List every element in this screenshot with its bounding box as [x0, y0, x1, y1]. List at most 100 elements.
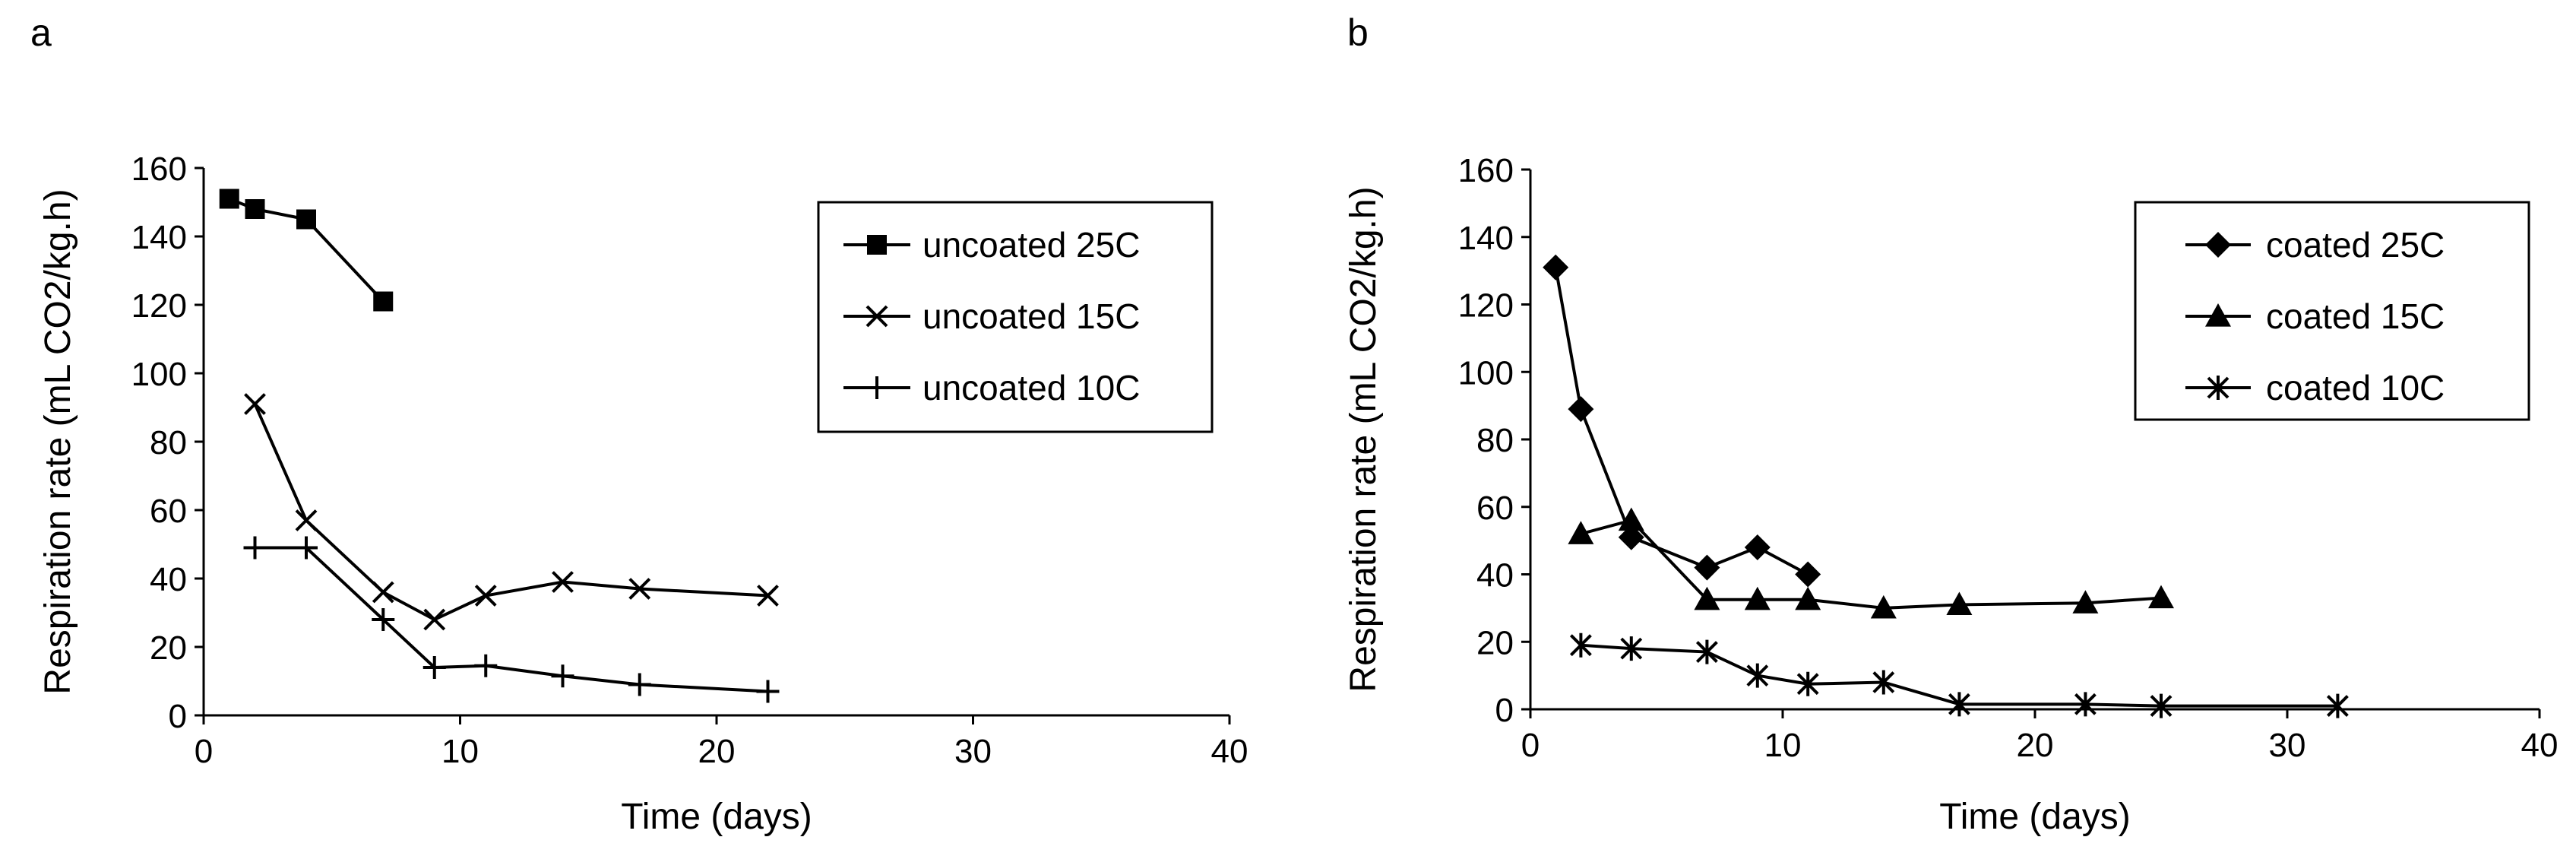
data-point: [2072, 590, 2099, 613]
legend-marker: [2207, 376, 2229, 400]
y-tick-label: 60: [150, 493, 187, 530]
y-tick-label: 20: [150, 629, 187, 667]
y-axis-title: Respiration rate (mL CO2/kg.h): [1343, 186, 1384, 692]
data-point: [219, 189, 239, 209]
legend-box: [2134, 201, 2530, 421]
data-point: [2150, 693, 2173, 718]
x-tick-label: 20: [2017, 727, 2054, 764]
legend-label: uncoated 25C: [922, 225, 1140, 265]
data-point: [1746, 663, 1769, 688]
legend-item: coated 15C: [2185, 296, 2445, 336]
data-point: [552, 571, 574, 593]
x-tick-label: 10: [1764, 727, 1802, 764]
y-tick-label: 80: [1476, 422, 1514, 459]
data-point: [1569, 632, 1592, 658]
data-point: [1744, 586, 1771, 610]
y-tick-label: 140: [1458, 220, 1514, 257]
series-line: [255, 546, 768, 693]
data-point: [551, 664, 574, 688]
legend: uncoated 25C uncoated 15C uncoated 10C: [817, 201, 1214, 433]
y-tick-label: 40: [1476, 557, 1514, 594]
y-tick-label: 100: [131, 356, 187, 393]
x-axis-title: Time (days): [621, 797, 812, 837]
data-point: [1744, 534, 1771, 560]
legend-marker: [866, 376, 888, 399]
series-line: [1554, 267, 1809, 576]
data-point: [1795, 586, 1821, 610]
panel-label: b: [1347, 11, 1369, 54]
y-tick-label: 120: [131, 287, 187, 325]
legend-label: coated 10C: [2266, 368, 2445, 407]
series-line: [253, 403, 768, 622]
y-tick-label: 160: [1458, 152, 1514, 189]
series-line: [1581, 643, 2338, 708]
legend-marker: [2205, 303, 2231, 327]
data-point: [1795, 561, 1821, 588]
x-tick-label: 20: [698, 733, 736, 770]
data-point: [1695, 639, 1718, 664]
x-tick-label: 10: [441, 733, 479, 770]
series-line: [1580, 518, 2162, 610]
y-tick-label: 100: [1458, 354, 1514, 392]
data-point: [372, 608, 395, 631]
data-point: [628, 673, 651, 696]
data-point: [1618, 524, 1644, 550]
data-point: [628, 578, 651, 600]
series-coated-15c: [1568, 507, 2174, 619]
data-point: [2326, 693, 2349, 718]
x-tick-label: 40: [2521, 727, 2559, 764]
y-tick-label: 0: [169, 698, 187, 735]
x-tick-label: 40: [1211, 733, 1248, 770]
legend-item: coated 10C: [2185, 368, 2445, 407]
y-tick-label: 120: [1458, 287, 1514, 325]
series-uncoated-15c: [244, 393, 779, 631]
series-coated-25c: [1543, 254, 1821, 588]
data-point: [1568, 521, 1594, 544]
data-point: [373, 291, 394, 312]
x-tick-label: 30: [954, 733, 992, 770]
data-point: [1620, 636, 1643, 661]
data-point: [423, 608, 446, 631]
data-point: [296, 209, 316, 230]
data-point: [474, 585, 497, 607]
x-tick-label: 0: [1521, 727, 1540, 764]
y-tick-label: 160: [131, 151, 187, 188]
data-point: [245, 199, 265, 219]
data-point: [756, 680, 780, 703]
x-axis-title: Time (days): [1939, 797, 2131, 837]
data-point: [2148, 585, 2174, 609]
data-point: [1796, 671, 1819, 696]
series-line: [229, 197, 385, 303]
chart-panel-a: a 0 20 40 60 80 100 120 140 160 0 10 20 30 40 Time (day…: [30, 11, 1248, 837]
data-point: [1872, 670, 1895, 695]
data-point: [295, 509, 318, 531]
x-tick-label: 30: [2269, 727, 2306, 764]
data-point: [1694, 554, 1720, 581]
data-point: [1948, 692, 1970, 717]
legend-item: uncoated 15C: [843, 296, 1140, 336]
y-tick-label: 60: [1476, 490, 1514, 527]
data-point: [1543, 254, 1569, 281]
x-tick-label: 0: [195, 733, 213, 770]
legend-label: uncoated 10C: [922, 368, 1140, 407]
data-point: [757, 585, 779, 607]
panel-label: a: [30, 11, 52, 54]
legend-item: coated 25C: [2185, 225, 2445, 265]
data-point: [1946, 591, 1973, 616]
data-point: [1618, 507, 1644, 531]
data-point: [372, 581, 394, 604]
data-point: [1568, 396, 1594, 423]
data-point: [2074, 692, 2097, 717]
y-axis-title: Respiration rate (mL CO2/kg.h): [38, 189, 78, 694]
legend-item: uncoated 10C: [843, 368, 1140, 407]
data-point: [295, 536, 318, 560]
y-tick-label: 80: [150, 424, 187, 461]
legend-marker: [2205, 232, 2231, 258]
y-tick-label: 140: [131, 219, 187, 256]
y-tick-label: 40: [150, 561, 187, 598]
legend-label: coated 15C: [2266, 296, 2445, 336]
data-point: [474, 654, 498, 677]
data-point: [244, 393, 266, 415]
y-tick-label: 0: [1495, 692, 1514, 729]
